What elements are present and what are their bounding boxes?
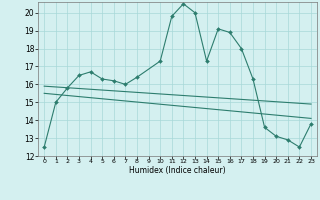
X-axis label: Humidex (Indice chaleur): Humidex (Indice chaleur) bbox=[129, 166, 226, 175]
